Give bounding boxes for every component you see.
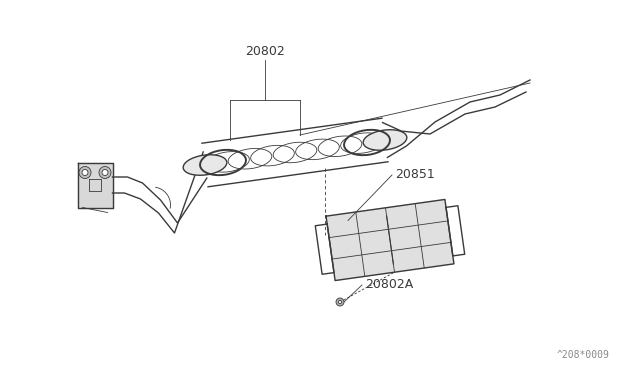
Ellipse shape [363, 130, 407, 150]
Text: ^208*0009: ^208*0009 [557, 350, 610, 360]
Text: 20802: 20802 [245, 45, 285, 58]
Circle shape [339, 301, 342, 304]
Polygon shape [326, 199, 454, 280]
Circle shape [82, 170, 88, 176]
Circle shape [336, 298, 344, 306]
Circle shape [79, 167, 91, 179]
Circle shape [102, 170, 108, 176]
Circle shape [99, 167, 111, 179]
Text: 20802A: 20802A [365, 279, 413, 292]
Text: 20851: 20851 [395, 169, 435, 182]
Ellipse shape [183, 155, 227, 175]
Polygon shape [77, 163, 113, 208]
